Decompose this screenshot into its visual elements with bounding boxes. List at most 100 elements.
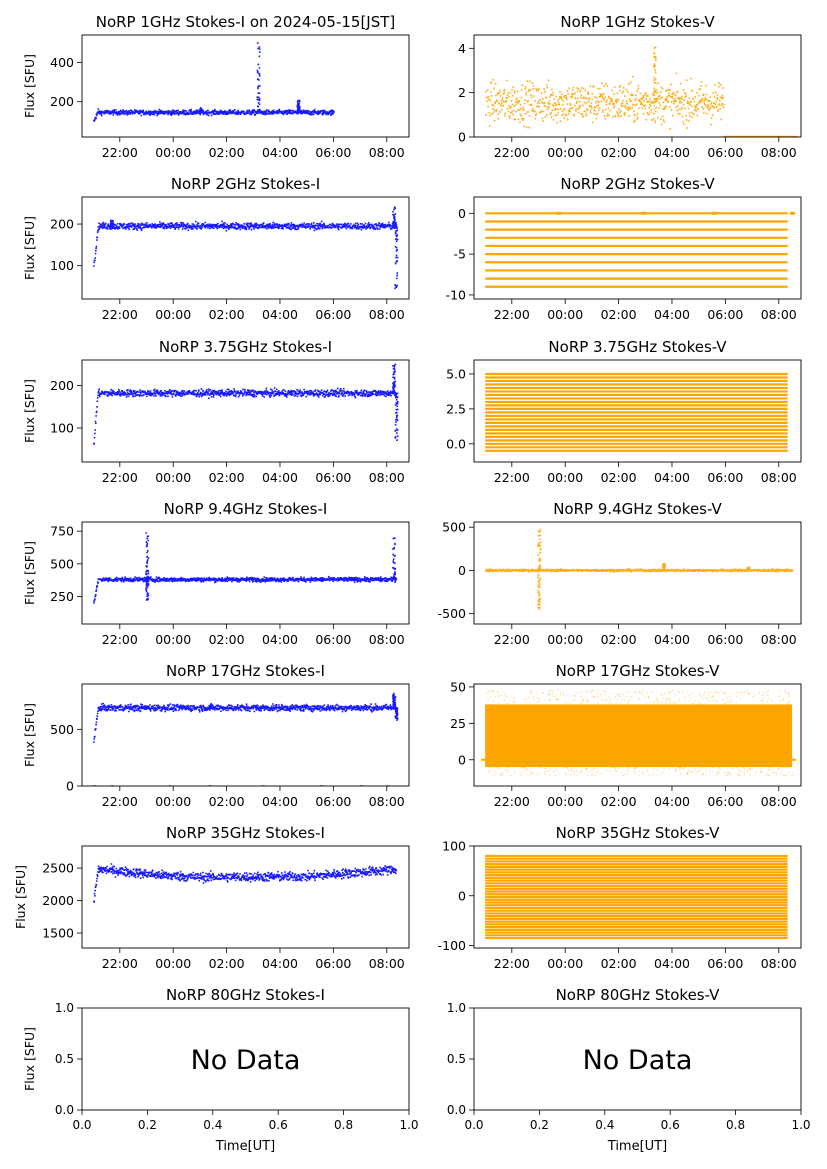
scatter-series — [93, 363, 399, 445]
panel-1: NoRP 1GHz Stokes-I on 2024-05-15[JST] 22:… — [22, 13, 410, 160]
x-tick-label: 0.2 — [530, 1118, 549, 1132]
axes-frame — [473, 359, 802, 463]
panel-title: NoRP 80GHz Stokes-V — [556, 986, 721, 1004]
y-axis-label: Flux [SFU] — [22, 541, 37, 605]
y-tick-label: 0 — [458, 752, 466, 767]
y-tick-label: 2 — [458, 85, 466, 100]
panel-title: NoRP 3.75GHz Stokes-V — [548, 338, 727, 356]
x-axis-label: Time[UT] — [607, 1139, 667, 1154]
panel-5: NoRP 3.75GHz Stokes-I 22:00 00:00 02:00 04:0… — [22, 338, 410, 485]
y-axis-label: Flux [SFU] — [22, 379, 37, 443]
x-tick-label: 00:00 — [547, 470, 583, 485]
y-tick-label: 100 — [442, 839, 466, 854]
y-tick-label: -5 — [454, 247, 466, 262]
x-tick-label: 00:00 — [547, 145, 583, 160]
x-tick-label: 00:00 — [155, 145, 191, 160]
y-tick-label: 100 — [50, 421, 74, 436]
scatter-series — [93, 42, 335, 122]
panel-title: NoRP 35GHz Stokes-V — [556, 824, 721, 842]
x-tick-label: 00:00 — [547, 794, 583, 809]
x-tick-label: 0.8 — [334, 1118, 353, 1132]
data-points — [485, 46, 798, 137]
x-tick-label: 08:00 — [369, 794, 405, 809]
y-tick-label: 5.0 — [446, 366, 466, 381]
scatter-series — [93, 863, 398, 903]
y-tick-label: 250 — [50, 589, 74, 604]
x-tick-label: 0.8 — [726, 1118, 745, 1132]
panel-title: NoRP 1GHz Stokes-I on 2024-05-15[JST] — [96, 13, 396, 31]
x-axis-label: Time[UT] — [215, 1139, 275, 1154]
y-tick-label: 100 — [50, 258, 74, 273]
x-tick-label: 22:00 — [102, 307, 138, 322]
axes-frame — [81, 34, 410, 138]
data-points — [485, 854, 788, 940]
x-tick-label: 08:00 — [761, 470, 797, 485]
x-tick-label: 06:00 — [707, 794, 743, 809]
panel-title: NoRP 17GHz Stokes-I — [166, 662, 325, 680]
data-points — [485, 528, 794, 610]
x-tick-label: 02:00 — [209, 632, 245, 647]
edge-point — [556, 211, 562, 215]
no-data-message: No Data — [191, 1045, 301, 1076]
x-tick-label: 22:00 — [102, 956, 138, 971]
axes-frame — [81, 521, 410, 625]
x-tick-label: 22:00 — [102, 470, 138, 485]
panel-title: NoRP 2GHz Stokes-I — [171, 175, 320, 193]
x-tick-label: 08:00 — [369, 307, 405, 322]
x-tick-label: 04:00 — [654, 794, 690, 809]
x-tick-label: 22:00 — [494, 145, 530, 160]
y-tick-label: 400 — [50, 55, 74, 70]
x-tick-label: 0.4 — [595, 1118, 614, 1132]
panel-14: NoRP 80GHz Stokes-V 0.0 0.2 0.4 0.6 0.8 1.0 0.0… — [447, 986, 811, 1154]
panel-8: NoRP 9.4GHz Stokes-V 22:00 00:00 02:00 04:00… — [438, 500, 802, 647]
data-points — [93, 863, 398, 903]
scatter-series — [93, 206, 399, 290]
y-tick-label: 0.0 — [55, 1103, 74, 1117]
axes-frame — [473, 521, 802, 625]
x-tick-label: 02:00 — [209, 307, 245, 322]
y-tick-label: 2000 — [42, 893, 74, 908]
y-tick-label: 0 — [458, 206, 466, 221]
x-tick-label: 08:00 — [369, 470, 405, 485]
panel-title: NoRP 80GHz Stokes-I — [166, 986, 325, 1004]
panel-3: NoRP 2GHz Stokes-I 22:00 00:00 02:00 04:00 06… — [22, 175, 410, 322]
x-tick-label: 22:00 — [494, 470, 530, 485]
x-tick-label: 02:00 — [601, 145, 637, 160]
x-tick-label: 0.0 — [72, 1118, 91, 1132]
x-tick-label: 00:00 — [547, 632, 583, 647]
x-tick-label: 00:00 — [155, 632, 191, 647]
panel-11: NoRP 35GHz Stokes-I 22:00 00:00 02:00 04:00 0… — [13, 824, 410, 971]
x-tick-label: 0.2 — [138, 1118, 157, 1132]
scatter-series — [93, 532, 398, 604]
x-tick-label: 06:00 — [707, 956, 743, 971]
x-tick-label: 0.6 — [269, 1118, 288, 1132]
x-tick-label: 22:00 — [102, 145, 138, 160]
x-tick-label: 04:00 — [262, 145, 298, 160]
data-points — [93, 206, 399, 290]
band-outliers — [486, 689, 794, 777]
x-tick-label: 06:00 — [707, 307, 743, 322]
data-points — [481, 689, 797, 777]
y-tick-label: 50 — [450, 679, 466, 694]
y-tick-label: 0 — [458, 888, 466, 903]
axes-frame — [81, 196, 410, 300]
x-tick-label: 0.6 — [661, 1118, 680, 1132]
data-points — [93, 42, 335, 122]
x-tick-label: 02:00 — [209, 794, 245, 809]
x-tick-label: 04:00 — [262, 470, 298, 485]
y-tick-label: 0.5 — [55, 1052, 74, 1066]
x-tick-label: 08:00 — [369, 632, 405, 647]
x-tick-label: 06:00 — [315, 470, 351, 485]
data-points — [93, 532, 398, 604]
panel-6: NoRP 3.75GHz Stokes-V 22:00 00:00 02:00 04:0… — [446, 338, 802, 485]
y-tick-label: 750 — [50, 524, 74, 539]
x-tick-label: 04:00 — [654, 632, 690, 647]
y-tick-label: 1500 — [42, 926, 74, 941]
x-tick-label: 08:00 — [761, 145, 797, 160]
panel-12: NoRP 35GHz Stokes-V 22:00 00:00 02:00 04:00 0… — [438, 824, 802, 971]
panel-title: NoRP 2GHz Stokes-V — [560, 175, 715, 193]
panel-13: NoRP 80GHz Stokes-I 0.0 0.2 0.4 0.6 0.8 1.0 0.0… — [22, 986, 419, 1154]
panel-title: NoRP 9.4GHz Stokes-V — [553, 500, 722, 518]
x-tick-label: 00:00 — [547, 956, 583, 971]
